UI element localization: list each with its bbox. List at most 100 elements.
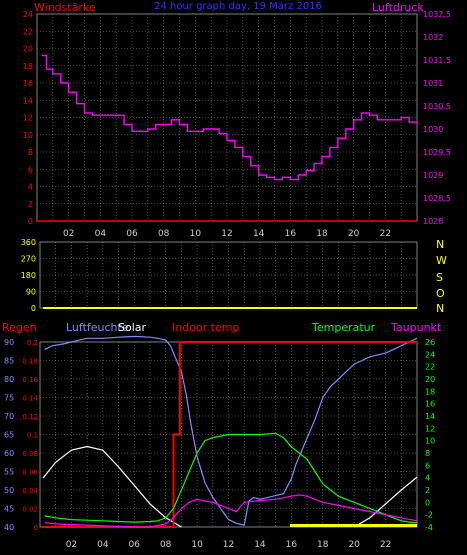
humidity-tick-label: 90 [4,338,14,347]
pressure-tick-label: 1031.5 [423,56,451,65]
wind-tick-label: 16 [23,79,33,88]
wind-tick-label: 10 [23,131,33,140]
temperature-tick-label: -4 [425,523,433,532]
sunshine-bar [290,524,417,527]
pressure-tick-label: 1030.5 [423,102,451,111]
pressure-tick-label: 1032 [423,33,443,42]
humidity-tick-label: 55 [4,468,14,477]
rain-tick-label: 0.1 [27,432,38,440]
direction-tick-label: 360 [21,238,36,247]
temperature-tick-label: 14 [425,412,435,421]
panel2-grid [40,241,417,309]
temperature-tick-label: 24 [425,350,435,359]
hour-tick-label: 20 [348,229,360,239]
compass-s: S [436,271,443,284]
dewpoint-legend: Taupunkt [390,321,442,334]
pressure-line [41,54,418,181]
direction-tick-label: 90 [26,288,36,297]
pressure-tick-label: 1028 [423,217,443,226]
temperature-tick-label: 12 [425,424,435,433]
hour-tick-label: 06 [126,229,138,239]
temperature-tick-label: 6 [425,461,430,470]
rain-ticks: 0 0.02 0.04 0.06 0.08 0.1 0.12 0.14 0.16 0.18 0.2 [22,339,38,532]
rain-tick-label: 0.12 [22,413,38,421]
temperature-tick-label: 0 [425,498,430,507]
compass-w: W [436,254,447,267]
panel1-grid [37,13,417,222]
rain-tick-label: 0.02 [22,506,38,514]
wind-tick-label: 4 [28,183,33,192]
rain-tick-label: 0.08 [22,450,38,458]
direction-tick-label: 270 [21,255,36,264]
humidity-tick-label: 70 [4,412,14,421]
temperature-tick-label: 4 [425,474,430,483]
wind-tick-label: 0 [28,217,33,226]
wind-tick-label: 12 [23,114,33,123]
rain-tick-label: 0 [34,524,38,532]
compass-n-bottom: N [436,302,444,315]
solar-line [42,445,182,528]
hour-tick-label: 16 [285,229,297,239]
direction-ticks: 0 90 180 270 360 [21,238,36,313]
temperature-tick-label: 8 [425,449,430,458]
humidity-line [44,335,418,526]
panel1-hour-ticks: 02 04 06 08 10 12 14 16 18 20 22 [63,229,391,239]
hour-tick-label: 10 [191,540,203,550]
compass-n-top: N [436,238,444,251]
hour-tick-label: 18 [317,540,329,550]
temperature-tick-label: 26 [425,338,435,347]
hour-tick-label: 02 [66,540,77,550]
pressure-tick-label: 1028.5 [423,194,451,203]
pressure-tick-label: 1032.5 [423,10,451,19]
hour-tick-label: 20 [348,540,360,550]
hour-tick-label: 16 [286,540,298,550]
wind-tick-label: 2 [28,200,33,209]
panel3-series [42,335,418,528]
humidity-tick-label: 80 [4,375,14,384]
pressure-tick-label: 1029 [423,171,443,180]
wind-tick-label: 6 [28,165,33,174]
hour-tick-label: 10 [190,229,202,239]
humidity-ticks: 40 45 50 55 60 65 70 75 80 85 90 [4,338,14,532]
rain-tick-label: 0.04 [22,487,38,495]
pressure-ticks: 1028 1028.5 1029 1029.5 1030 1030.5 1031 1031.5… [423,10,451,226]
compass-labels: N W S O N [436,238,447,315]
humidity-tick-label: 75 [4,394,14,403]
humidity-axis-title: Luftfeuchte [66,321,129,334]
dewpoint-line [44,494,418,528]
hour-tick-label: 04 [97,540,109,550]
rain-tick-label: 0.14 [22,395,38,403]
humidity-tick-label: 50 [4,486,14,495]
direction-tick-label: 0 [31,304,36,313]
chart-title: 24 hour graph day, 19 März 2016 [154,1,322,12]
humidity-tick-label: 45 [4,505,14,514]
solar-legend: Solar [118,321,147,334]
hour-tick-label: 04 [95,229,107,239]
hour-tick-label: 06 [129,540,141,550]
indoor-temp-legend: Indoor temp [172,321,239,334]
panel3-grid [40,341,417,528]
rain-tick-label: 0.2 [27,339,38,347]
hour-tick-label: 02 [63,229,74,239]
wind-axis-title: Windstärke [34,1,96,14]
humidity-tick-label: 60 [4,449,14,458]
panel3-hour-ticks: 02 04 06 08 10 12 14 16 18 20 22 [66,540,392,550]
hour-tick-label: 08 [158,229,170,239]
temperature-axis-title: Temperatur [311,321,376,334]
pressure-tick-label: 1029.5 [423,148,451,157]
wind-tick-label: 20 [23,45,33,54]
hour-tick-label: 14 [254,540,266,550]
humidity-tick-label: 40 [4,523,14,532]
pressure-axis-title: Luftdruck [372,1,424,14]
hour-tick-label: 08 [160,540,172,550]
hour-tick-label: 14 [253,229,265,239]
temperature-tick-label: 16 [425,400,435,409]
pressure-tick-label: 1030 [423,125,443,134]
wind-tick-label: 22 [23,27,33,36]
rain-tick-label: 0.16 [22,376,38,384]
compass-o: O [436,287,445,300]
hour-tick-label: 12 [221,229,232,239]
wind-tick-label: 24 [23,10,33,19]
